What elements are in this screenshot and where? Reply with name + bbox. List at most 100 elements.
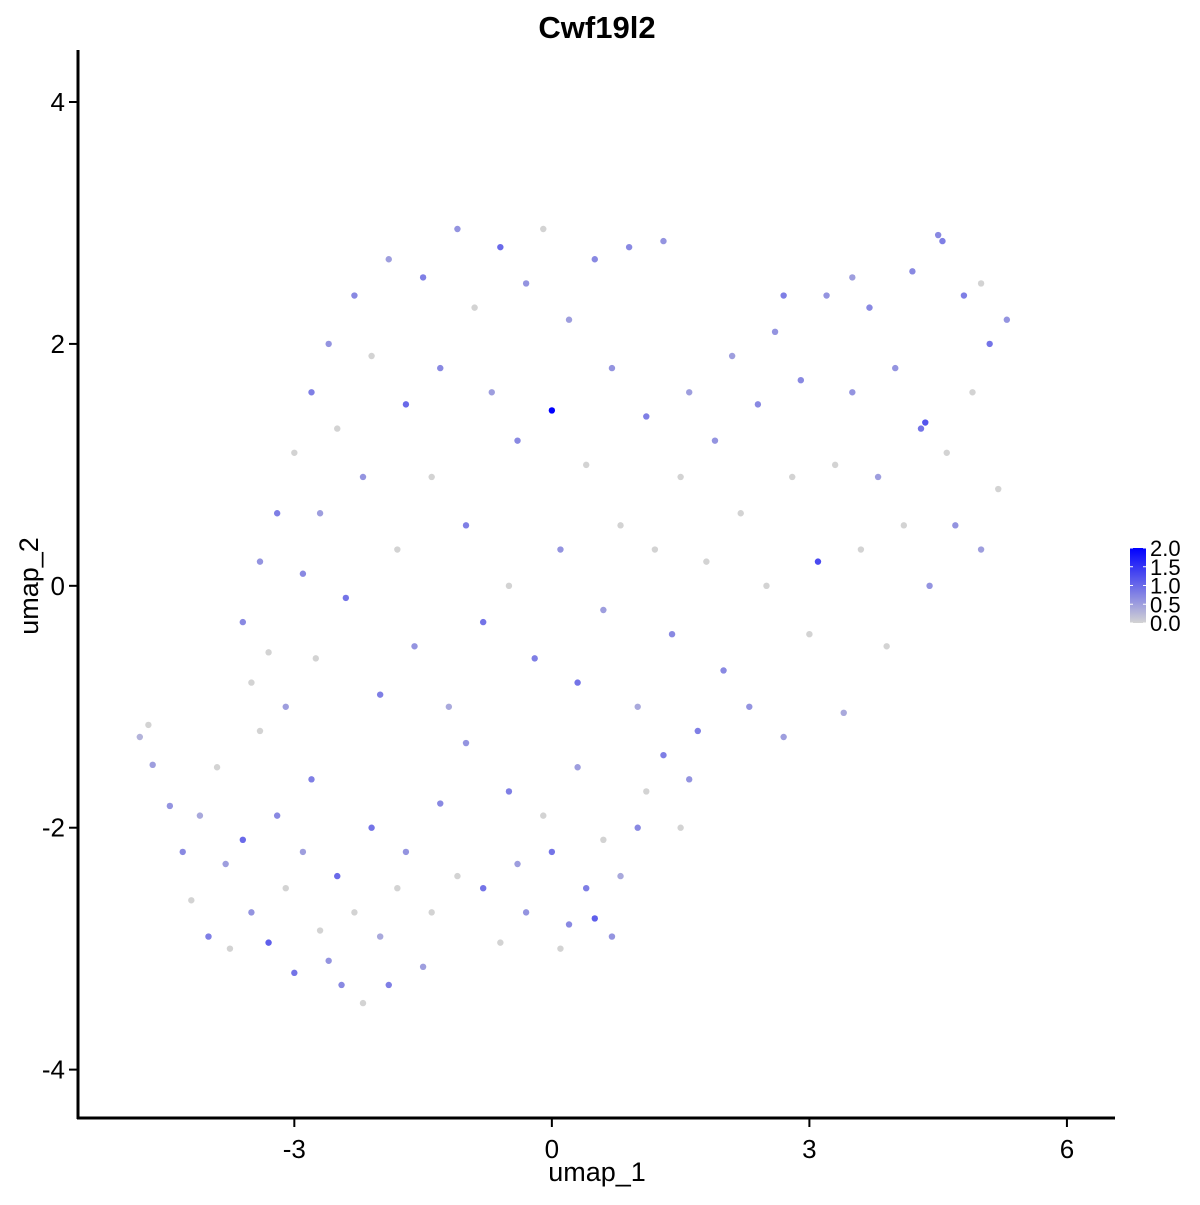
point bbox=[394, 884, 401, 892]
point bbox=[308, 776, 315, 783]
point bbox=[368, 824, 375, 831]
point bbox=[445, 703, 453, 710]
point bbox=[634, 824, 641, 831]
point bbox=[488, 389, 495, 396]
point bbox=[643, 413, 650, 420]
point bbox=[789, 473, 796, 481]
colorbar-label: 2.0 bbox=[1150, 536, 1181, 561]
point bbox=[548, 407, 556, 414]
point bbox=[694, 727, 701, 735]
colorbar bbox=[1130, 548, 1146, 623]
point bbox=[256, 727, 264, 735]
point bbox=[136, 733, 144, 741]
point bbox=[608, 933, 616, 940]
point bbox=[226, 945, 234, 952]
point bbox=[892, 364, 899, 372]
x-tick-label: 6 bbox=[1060, 1134, 1074, 1164]
point bbox=[660, 237, 667, 245]
point bbox=[522, 280, 530, 287]
point bbox=[437, 800, 444, 807]
point bbox=[145, 721, 152, 729]
point bbox=[522, 909, 530, 916]
y-axis-title: umap_2 bbox=[14, 537, 44, 635]
x-tick-label: 0 bbox=[545, 1134, 559, 1164]
point bbox=[514, 860, 521, 868]
point bbox=[166, 802, 174, 810]
point bbox=[746, 703, 753, 710]
point bbox=[582, 884, 590, 892]
point bbox=[900, 522, 908, 529]
point bbox=[995, 485, 1002, 493]
point bbox=[909, 268, 916, 275]
point bbox=[814, 558, 822, 565]
point bbox=[213, 764, 221, 771]
point bbox=[273, 812, 281, 819]
point bbox=[282, 703, 289, 710]
point bbox=[703, 558, 710, 565]
point bbox=[248, 679, 255, 686]
point bbox=[668, 630, 676, 638]
point bbox=[540, 812, 547, 819]
point bbox=[411, 643, 418, 650]
point bbox=[265, 649, 272, 656]
point bbox=[299, 570, 307, 577]
point bbox=[780, 292, 787, 299]
point bbox=[986, 340, 993, 348]
point bbox=[342, 594, 350, 602]
point bbox=[557, 546, 564, 553]
x-axis-title: umap_1 bbox=[548, 1157, 646, 1187]
point bbox=[857, 546, 865, 553]
point bbox=[505, 788, 513, 795]
point bbox=[677, 473, 684, 481]
point bbox=[394, 546, 401, 553]
point bbox=[660, 751, 667, 759]
point bbox=[385, 981, 392, 989]
point bbox=[574, 679, 581, 686]
point bbox=[531, 655, 538, 662]
point bbox=[351, 292, 358, 299]
point bbox=[977, 280, 985, 287]
point bbox=[428, 909, 435, 916]
x-tick-label: -3 bbox=[283, 1134, 306, 1164]
point bbox=[325, 340, 332, 348]
point bbox=[402, 401, 410, 408]
point bbox=[591, 256, 598, 263]
colorbar-label: 1.0 bbox=[1150, 574, 1181, 599]
point bbox=[922, 419, 929, 426]
point bbox=[840, 709, 847, 717]
point bbox=[239, 618, 247, 626]
point bbox=[505, 582, 513, 590]
point bbox=[686, 776, 693, 783]
x-tick-label: 3 bbox=[802, 1134, 816, 1164]
point bbox=[883, 643, 890, 650]
point bbox=[806, 630, 813, 638]
point bbox=[926, 582, 933, 590]
point bbox=[600, 836, 607, 844]
y-tick-label: -4 bbox=[42, 1055, 65, 1085]
point bbox=[548, 848, 556, 856]
point bbox=[454, 872, 461, 880]
colorbar-label: 0.5 bbox=[1150, 592, 1181, 617]
point bbox=[934, 231, 942, 239]
y-tick-label: 0 bbox=[51, 571, 65, 601]
point bbox=[780, 733, 787, 741]
point bbox=[617, 522, 624, 529]
point bbox=[866, 304, 873, 311]
point bbox=[359, 473, 367, 481]
point bbox=[338, 981, 345, 989]
point bbox=[874, 473, 882, 481]
point bbox=[179, 848, 186, 856]
colorbar-label: 0.0 bbox=[1150, 611, 1181, 636]
point bbox=[265, 939, 272, 946]
point bbox=[222, 860, 229, 868]
point bbox=[728, 352, 736, 360]
y-tick-label: -2 bbox=[42, 813, 65, 843]
point bbox=[600, 606, 607, 614]
point bbox=[737, 510, 744, 517]
point bbox=[402, 848, 410, 856]
point bbox=[625, 243, 633, 251]
point bbox=[419, 274, 427, 281]
point bbox=[514, 437, 521, 444]
point bbox=[196, 812, 204, 819]
